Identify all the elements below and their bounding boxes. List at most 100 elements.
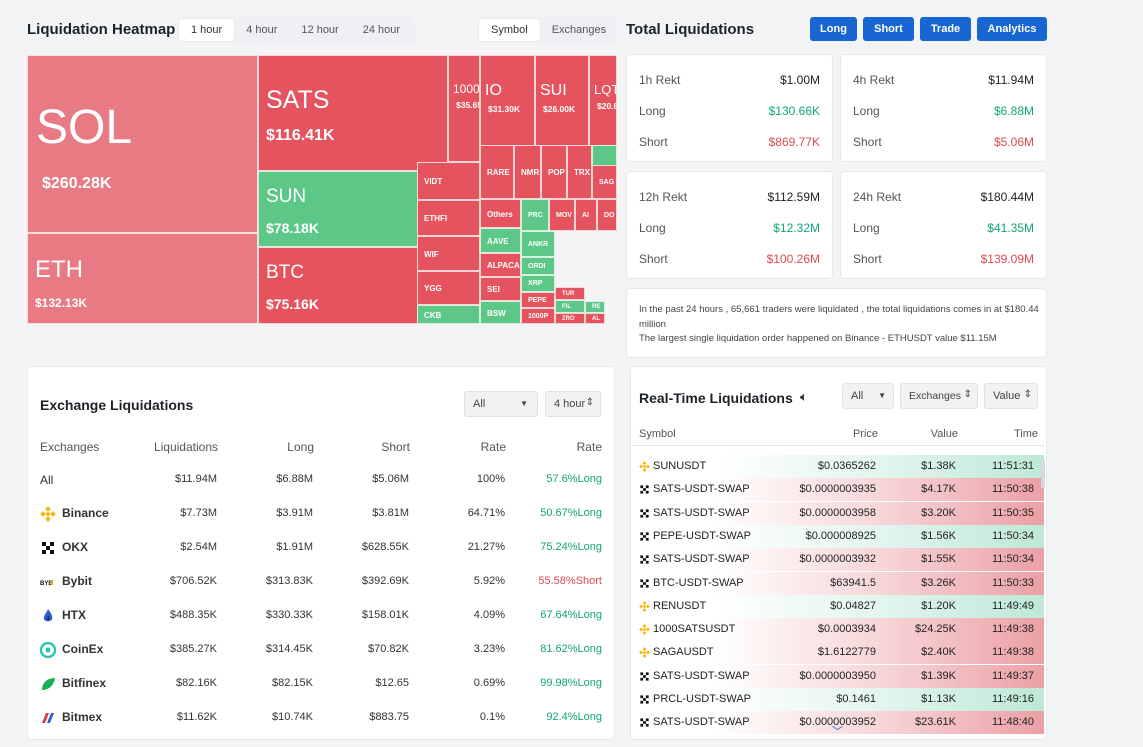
heatmap-tile-vidt[interactable]: VIDT	[417, 162, 480, 200]
heatmap-symbol: LQTY	[594, 82, 616, 97]
realtime-symbol: SATS-USDT-SWAP	[653, 716, 750, 729]
heatmap-tile-pop[interactable]: POP	[541, 145, 567, 199]
heatmap-tile-re[interactable]: RE	[585, 301, 605, 313]
heatmap-tile-ordi[interactable]: ORDI	[521, 257, 555, 275]
realtime-all-select[interactable]: All ▼	[842, 383, 894, 409]
tab-12-hour[interactable]: 12 hour	[301, 24, 339, 36]
realtime-row[interactable]: 1000SATSUSDT $0.0003934 $24.25K 11:49:38	[632, 618, 1044, 642]
heatmap-tile-ai[interactable]: AI	[575, 199, 597, 231]
heatmap-tile-lqty[interactable]: LQTY $20.65	[589, 55, 617, 162]
realtime-exchanges-select[interactable]: Exchanges ⇕	[900, 383, 978, 409]
exchange-row-all[interactable]: All $11.94M $6.88M $5.06M 100% 57.6%Long	[28, 463, 614, 497]
rekt-row: 24h Rekt $180.44M	[853, 190, 1034, 204]
heatmap-tile-io[interactable]: IO $31.30K	[480, 55, 535, 162]
heatmap-tile-do[interactable]: DO	[597, 199, 617, 231]
heatmap-tile-ankr[interactable]: ANKR	[521, 231, 555, 257]
heatmap-value: $31.30K	[488, 104, 521, 114]
heatmap-tile-sol[interactable]: SOL $260.28K	[27, 55, 258, 233]
realtime-price: $0.000008925	[805, 529, 876, 542]
realtime-row[interactable]: SAGAUSDT $1.6122779 $2.40K 11:49:38	[632, 641, 1044, 665]
exchange-row-okx[interactable]: OKX $2.54M $1.91M $628.55K 21.27% 75.24%Long	[28, 531, 614, 565]
heatmap-tile-prc[interactable]: PRC	[521, 199, 549, 231]
heatmap-tile-rare[interactable]: RARE	[480, 145, 514, 199]
heatmap-tile-1000p[interactable]: 1000P	[521, 308, 555, 324]
exchange-filter-select[interactable]: All ▼	[464, 391, 538, 417]
heatmap-tile-mov[interactable]: MOV	[549, 199, 575, 231]
realtime-value: $24.25K	[915, 623, 956, 636]
heatmap-tile-pepe[interactable]: PEPE	[521, 292, 555, 308]
realtime-row[interactable]: SATS-USDT-SWAP $0.0000003958 $3.20K 11:50:3…	[632, 501, 1044, 525]
mute-speaker-icon[interactable]: 🔈︎	[800, 389, 808, 404]
heatmap-tile-nmr[interactable]: NMR	[514, 145, 541, 199]
realtime-price: $0.0000003935	[799, 483, 876, 496]
realtime-row[interactable]: SUNUSDT $0.0365262 $1.38K 11:51:31	[632, 455, 1044, 478]
heatmap-tile-eth[interactable]: ETH $132.13K	[27, 233, 258, 324]
rekt-row: Short $139.09M	[853, 252, 1034, 266]
heatmap-tile-1000sats[interactable]: 1000SATS $35.69K	[448, 55, 480, 162]
tab-24-hour[interactable]: 24 hour	[362, 24, 401, 36]
okx-icon	[639, 484, 650, 495]
heatmap-tile-aave[interactable]: AAVE	[480, 228, 521, 253]
exchange-period-select[interactable]: 4 hour ⇕	[545, 391, 601, 417]
heatmap-tile-ckb[interactable]: CKB	[417, 305, 480, 324]
heatmap-tile-others[interactable]: Others	[480, 199, 521, 228]
realtime-row[interactable]: PRCL-USDT-SWAP $0.1461 $1.13K 11:49:16	[632, 688, 1044, 711]
realtime-value-select[interactable]: Value ⇕	[984, 383, 1038, 409]
heatmap-tile-xrp[interactable]: XRP	[521, 275, 555, 292]
exchange-rate2: 50.67%Long	[540, 507, 602, 519]
heatmap-tile-bsw[interactable]: BSW	[480, 301, 521, 324]
liquidation-summary: In the past 24 hours , 65,661 traders we…	[626, 288, 1047, 358]
realtime-row[interactable]: SATS-USDT-SWAP $0.0000003950 $1.39K 11:49:3…	[632, 664, 1044, 688]
realtime-row[interactable]: RENUSDT $0.04827 $1.20K 11:49:49	[632, 594, 1044, 618]
heatmap-tile-alpaca[interactable]: ALPACA	[480, 253, 521, 277]
realtime-row[interactable]: BTC-USDT-SWAP $63941.5 $3.26K 11:50:33	[632, 571, 1044, 595]
realtime-row[interactable]: PEPE-USDT-SWAP $0.000008925 $1.56K 11:50:34	[632, 524, 1044, 548]
rt-scrollbar[interactable]	[1041, 460, 1045, 488]
heatmap-tile-al[interactable]: AL	[585, 313, 605, 324]
heatmap-tile-sun[interactable]: SUN $78.18K	[258, 171, 448, 247]
okx-icon	[40, 540, 56, 556]
realtime-row[interactable]: SATS-USDT-SWAP $0.0000003952 $23.61K 11:48:…	[632, 711, 1044, 735]
exchange-liq: $82.16K	[176, 677, 217, 689]
heatmap-tile-tur[interactable]: TUR	[555, 287, 585, 300]
heatmap-tile-sag[interactable]: SAG	[592, 165, 617, 199]
realtime-row[interactable]: SATS-USDT-SWAP $0.0000003935 $4.17K 11:50:3…	[632, 478, 1044, 502]
heatmap-tile-fil[interactable]: FIL	[555, 300, 585, 313]
col-liquidations: Liquidations	[153, 440, 218, 454]
long-button[interactable]: Long	[810, 17, 857, 41]
heatmap-tile-sei[interactable]: SEI	[480, 277, 521, 301]
heatmap-tile-trx[interactable]: TRX	[567, 145, 592, 199]
tab-symbol[interactable]: Symbol	[479, 19, 540, 41]
scroll-down-chevron-icon[interactable]: ﹀	[832, 726, 843, 738]
rekt-label: 12h Rekt	[639, 190, 688, 204]
exchange-row-bybit[interactable]: Bybit $706.52K $313.83K $392.69K 5.92% 55.58%…	[28, 565, 614, 599]
bitmex-icon	[40, 710, 56, 726]
exchange-short: $70.82K	[368, 643, 409, 655]
heatmap-tile-sui[interactable]: SUI $26.00K	[535, 55, 589, 162]
tab-1-hour[interactable]: 1 hour	[179, 19, 235, 41]
heatmap-tile-ygg[interactable]: YGG	[417, 271, 480, 305]
tab-4-hour[interactable]: 4 hour	[246, 24, 278, 36]
tab-exchanges[interactable]: Exchanges	[551, 24, 607, 36]
rekt-value: $41.35M	[987, 221, 1034, 235]
exchange-row-bitfinex[interactable]: Bitfinex $82.16K $82.15K $12.65 0.69% 99.98%L…	[28, 667, 614, 701]
exchange-long: $6.88M	[276, 473, 313, 485]
heatmap-tile-ethfi[interactable]: ETHFI	[417, 200, 480, 236]
heatmap-tile-zro[interactable]: ZRO	[555, 313, 585, 324]
exchange-row-htx[interactable]: HTX $488.35K $330.33K $158.01K 4.09% 67.64%Lo…	[28, 599, 614, 633]
heatmap-symbol: BTC	[266, 262, 304, 283]
realtime-row[interactable]: SATS-USDT-SWAP $0.0000003932 $1.55K 11:50:3…	[632, 548, 1044, 572]
heatmap-tile-sats[interactable]: SATS $116.41K	[258, 55, 448, 171]
exchange-name: Binance	[62, 506, 109, 520]
exchange-rate2: 57.6%Long	[546, 473, 602, 485]
exchange-row-bitmex[interactable]: Bitmex $11.62K $10.74K $883.75 0.1% 92.4%Long	[28, 701, 614, 735]
analytics-button[interactable]: Analytics	[977, 17, 1047, 41]
short-button[interactable]: Short	[863, 17, 914, 41]
exchange-row-coinex[interactable]: CoinEx $385.27K $314.45K $70.82K 3.23% 81.62%…	[28, 633, 614, 667]
okx-icon	[639, 694, 650, 705]
okx-icon	[639, 717, 650, 728]
heatmap-symbol: SEI	[487, 285, 500, 294]
heatmap-tile-wif[interactable]: WIF	[417, 236, 480, 271]
trade-button[interactable]: Trade	[920, 17, 971, 41]
exchange-row-binance[interactable]: Binance $7.73M $3.91M $3.81M 64.71% 50.67%Lon…	[28, 497, 614, 531]
